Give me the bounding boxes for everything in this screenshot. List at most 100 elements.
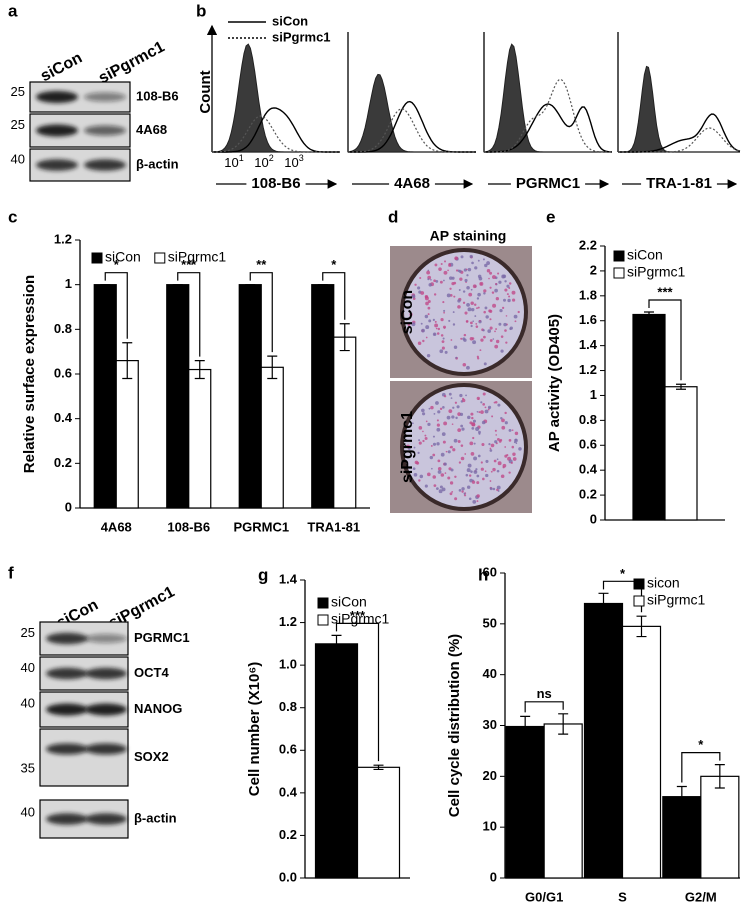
bar — [621, 625, 662, 879]
colony — [507, 298, 511, 303]
y-axis-label: Count — [197, 70, 214, 113]
colony — [440, 318, 444, 322]
colony — [432, 442, 437, 446]
colony — [512, 298, 516, 302]
colony — [442, 301, 445, 304]
colony — [518, 447, 522, 451]
colony — [470, 301, 474, 305]
colony — [406, 444, 410, 449]
colony — [476, 410, 479, 413]
colony — [413, 446, 416, 449]
colony — [422, 439, 425, 443]
colony — [505, 315, 508, 317]
legend-label: siPgrmc1 — [647, 592, 706, 608]
marker-label: 40 — [11, 152, 25, 167]
colony — [427, 422, 431, 427]
lane-label: siPgrmc1 — [96, 38, 168, 87]
marker-label: 25 — [11, 117, 25, 132]
legend-label: siCon — [627, 247, 663, 263]
y-tick-label: 60 — [483, 564, 497, 579]
colony — [489, 326, 493, 330]
colony — [432, 332, 437, 336]
colony — [417, 286, 421, 290]
colony — [436, 442, 440, 446]
colony — [495, 297, 499, 301]
colony — [478, 320, 481, 322]
colony — [502, 306, 505, 309]
colony — [511, 290, 516, 295]
colony — [430, 405, 434, 410]
colony — [453, 438, 458, 443]
colony — [447, 476, 451, 480]
colony — [443, 270, 448, 275]
colony — [477, 306, 480, 309]
colony — [476, 307, 478, 310]
colony — [514, 320, 517, 323]
sipgrmc1-curve — [212, 115, 340, 153]
colony — [477, 398, 480, 401]
tick-exp: 1 — [239, 153, 244, 163]
significance-label: * — [620, 566, 626, 581]
isotype-peak — [618, 65, 740, 153]
colony — [444, 260, 447, 263]
colony — [467, 307, 472, 312]
y-tick-label: 2 — [590, 262, 597, 277]
colony — [414, 283, 417, 286]
colony — [478, 430, 481, 434]
colony — [417, 341, 422, 346]
colony — [440, 334, 444, 337]
error-bar — [598, 592, 609, 615]
colony — [419, 276, 422, 280]
colony — [499, 308, 503, 313]
significance-label: * — [331, 257, 337, 272]
colony — [475, 468, 478, 471]
colony — [452, 311, 455, 314]
colony — [425, 325, 430, 330]
significance-label: ** — [256, 257, 267, 272]
colony — [462, 397, 465, 400]
colony — [439, 407, 443, 411]
colony — [412, 467, 416, 471]
error-bar — [339, 323, 350, 352]
colony — [447, 269, 449, 272]
y-axis-label: AP activity (OD405) — [546, 314, 563, 452]
colony — [470, 412, 474, 416]
significance-label: ns — [537, 686, 552, 701]
isotype-peak — [211, 43, 340, 153]
colony — [443, 462, 447, 466]
blot-strip — [39, 728, 129, 787]
colony — [480, 461, 483, 464]
colony — [448, 392, 452, 396]
legend-label: siCon — [105, 249, 141, 265]
colony — [443, 279, 445, 282]
row-label: NANOG — [134, 701, 182, 716]
colony — [468, 474, 472, 477]
colony — [448, 319, 451, 322]
colony — [459, 277, 463, 281]
colony — [517, 310, 520, 314]
colony — [468, 497, 472, 501]
colony — [504, 329, 507, 332]
colony — [504, 421, 508, 425]
colony — [484, 306, 488, 310]
colony — [480, 401, 483, 404]
colony — [458, 461, 462, 464]
colony — [509, 327, 512, 331]
colony — [470, 470, 473, 473]
colony — [457, 440, 461, 443]
error-bar — [520, 715, 531, 738]
tick-base: 10 — [284, 155, 298, 170]
colony — [488, 277, 490, 280]
band — [85, 634, 127, 643]
colony — [503, 322, 507, 327]
bar — [260, 366, 284, 509]
panel-letter: c — [8, 207, 17, 226]
colony — [461, 490, 464, 493]
colony — [492, 467, 496, 472]
y-tick-label: 0 — [490, 869, 497, 884]
colony — [484, 406, 487, 409]
colony — [506, 284, 510, 288]
significance-bracket — [335, 622, 380, 762]
colony — [411, 422, 414, 425]
colony — [471, 426, 475, 430]
